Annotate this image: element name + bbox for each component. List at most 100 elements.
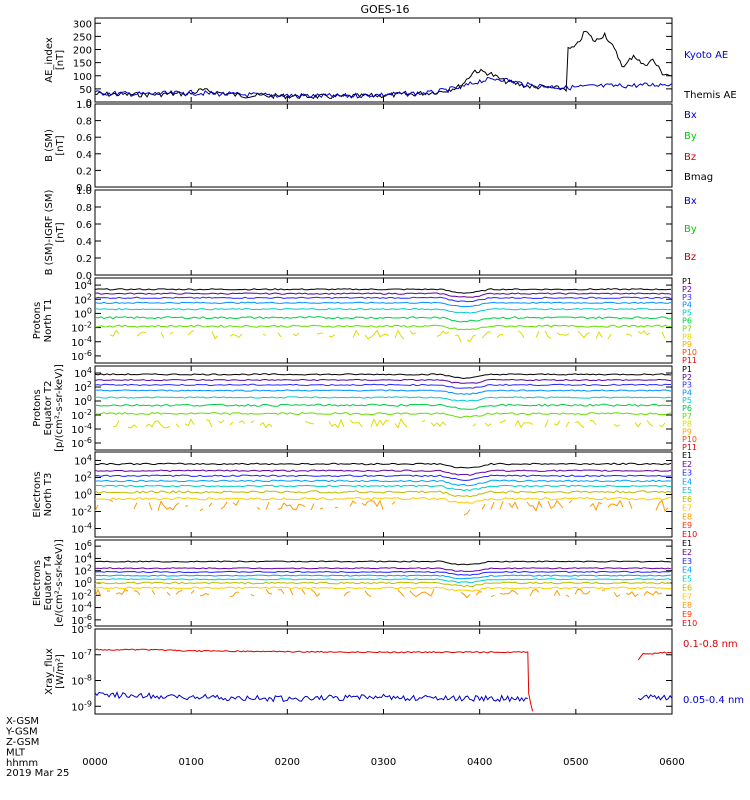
panel-ae: 0 50 100 150 200 250 300 AE_index [nT] Kyoto AE Th… — [44, 17, 737, 109]
legend-entry: P3 — [682, 381, 692, 390]
legend-entry: Bx — [684, 196, 697, 207]
series-line — [94, 691, 528, 703]
series-line — [94, 292, 672, 298]
ephemeris-row-label: Y-GSM — [5, 727, 38, 738]
legend-entry: P2 — [682, 285, 692, 294]
series-line — [94, 316, 672, 323]
series-line — [94, 373, 672, 380]
y-axis-label: Equator T2 — [43, 381, 54, 436]
y-tick-label: 102 — [74, 471, 92, 485]
x-tick-label: 0200 — [275, 757, 300, 768]
y-tick-label: 0 — [86, 98, 92, 109]
y-axis-label: [e/(cm²-s-sr-keV)] — [54, 539, 65, 627]
series-line — [95, 496, 672, 504]
series-line — [94, 389, 672, 395]
y-tick-label: 100 — [74, 394, 92, 408]
series-line — [94, 499, 669, 516]
y-tick-label: 104 — [74, 454, 92, 468]
y-tick-label: 10-6 — [71, 349, 92, 363]
y-tick-label: 10-9 — [71, 699, 92, 713]
y-axis-label: AE_index — [44, 37, 55, 83]
y-tick-label: 0.6 — [76, 133, 92, 144]
legend-entry: Kyoto AE — [684, 50, 728, 61]
panel-frame — [94, 277, 673, 364]
legend-entry: E7 — [682, 504, 692, 513]
plot-title: GOES-16 — [360, 3, 409, 16]
legend-entry: E8 — [682, 512, 692, 521]
y-tick-label: 200 — [73, 46, 92, 57]
y-tick-label: 104 — [74, 366, 92, 380]
series-line — [94, 474, 672, 481]
legend-entry: E5 — [682, 575, 692, 584]
y-axis-label: North T3 — [43, 473, 54, 517]
legend-entry: E2 — [682, 460, 692, 469]
ephemeris-row-label: MLT — [6, 748, 26, 759]
y-axis-label: [p/(cm²-s-sr-keV)] — [54, 364, 65, 452]
series-line — [94, 578, 672, 584]
legend-entry: E10 — [682, 619, 697, 628]
legend-entry: P8 — [682, 332, 692, 341]
y-tick-label: 10-6 — [71, 622, 92, 636]
y-axis-label: Protons — [32, 389, 43, 426]
y-tick-label: 10-2 — [71, 408, 92, 422]
legend-entry: Bz — [684, 152, 696, 163]
series-line — [94, 288, 672, 294]
y-tick-label: 300 — [73, 19, 92, 30]
panel-b_sm: 0.0 0.2 0.4 0.6 0.8 1.0 B (SM) [nT] Bx By Bz Bmag — [44, 100, 713, 194]
legend-entry: P9 — [682, 340, 692, 349]
legend-entry: E9 — [682, 610, 692, 619]
legend-entry: P3 — [682, 293, 692, 302]
legend-entry: 0.1-0.8 nm — [683, 639, 738, 650]
y-tick-label: 150 — [73, 59, 92, 70]
series-line — [95, 324, 672, 331]
legend-entry: P7 — [682, 412, 692, 421]
series-line — [94, 469, 672, 476]
y-tick-label: 0.0 — [76, 271, 92, 282]
panel-frame — [94, 17, 673, 103]
y-tick-label: 1.0 — [76, 100, 92, 111]
y-axis-label: Electrons — [32, 560, 43, 606]
series-line — [637, 694, 673, 701]
series-line — [94, 296, 672, 303]
series-line — [94, 490, 672, 498]
panel-e_north: 104 102 100 10-2 10-4 Electrons North T3 E1E2E3… — [32, 451, 697, 539]
y-tick-label: 50 — [79, 85, 92, 96]
legend-entry: E10 — [682, 530, 697, 539]
series-line — [94, 648, 534, 712]
panel-frame — [94, 189, 673, 276]
x-tick-label: 0000 — [82, 757, 107, 768]
series-line — [94, 586, 671, 592]
series-line — [113, 419, 671, 428]
legend-entry: P8 — [682, 420, 692, 429]
ephemeris-row-label: Z-GSM — [6, 737, 39, 748]
legend-entry: P5 — [682, 309, 692, 318]
y-tick-label: 0.6 — [76, 220, 92, 231]
legend-entry: P9 — [682, 427, 692, 436]
series-line — [94, 581, 672, 588]
y-axis-label: [nT] — [55, 222, 66, 242]
legend-entry: Bx — [684, 110, 697, 121]
y-tick-label: 0.8 — [76, 117, 92, 128]
legend-entry: Bmag — [684, 172, 713, 183]
y-tick-label: 0.8 — [76, 203, 92, 214]
series-line — [637, 651, 673, 661]
panel-b_igrf: 0.0 0.2 0.4 0.6 0.8 1.0 B (SM)-IGRF (SM) [nT] Bx… — [44, 186, 697, 282]
y-tick-label: 10-4 — [71, 522, 92, 536]
series-line — [94, 484, 671, 492]
x-tick-label: 0400 — [467, 757, 492, 768]
y-axis-label: B (SM) — [44, 129, 55, 162]
y-tick-label: 10-6 — [71, 436, 92, 450]
y-tick-label: 10-4 — [71, 335, 92, 349]
series-line — [109, 329, 666, 343]
y-tick-label: 10-2 — [71, 505, 92, 519]
y-axis-label: Protons — [32, 302, 43, 339]
legend-entry: By — [684, 224, 697, 235]
series-line — [94, 588, 663, 599]
y-tick-label: 102 — [74, 380, 92, 394]
date-label: 2019 Mar 25 — [6, 768, 69, 779]
series-line — [94, 378, 672, 384]
legend-entry: 0.05-0.4 nm — [683, 695, 744, 706]
x-tick-label: 0500 — [563, 757, 588, 768]
